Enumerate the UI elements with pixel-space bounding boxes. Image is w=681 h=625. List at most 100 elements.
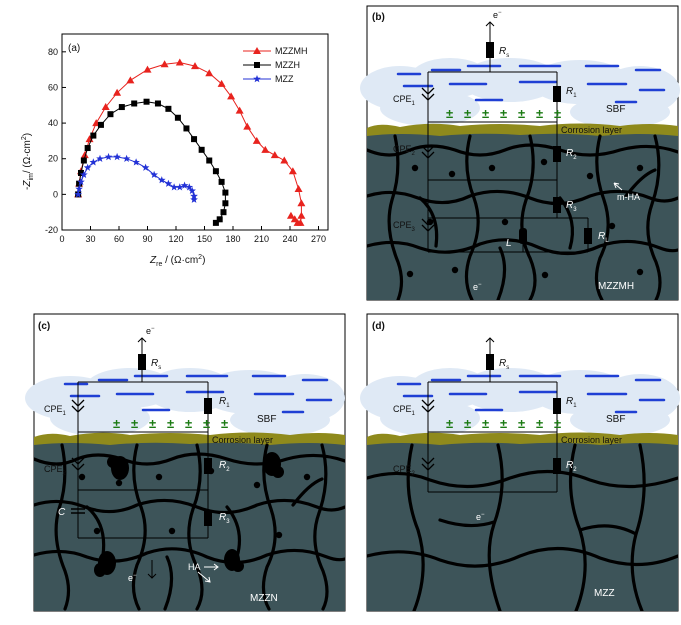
electrolyte-ions [63, 374, 333, 414]
corrosion-label: Corrosion layer [561, 435, 622, 445]
grain-dot [411, 164, 419, 172]
data-point-MZZ [170, 183, 178, 191]
sbf-label: SBF [606, 414, 625, 425]
grain-boundary [438, 518, 496, 528]
cpe2-symbol [71, 457, 85, 471]
data-point-MZZ [190, 195, 198, 203]
sbf-cloud [25, 368, 345, 436]
corrosion-label: Corrosion layer [561, 125, 622, 135]
corrosion-layer [367, 123, 678, 136]
circuit-resistors [486, 354, 561, 474]
grain-boundary [367, 143, 678, 157]
grain-dots [406, 158, 644, 279]
legend-label: MZZMH [275, 46, 308, 56]
data-point-MZZH [216, 216, 223, 223]
x-tick-label: 270 [311, 234, 326, 244]
panel-d-label: (d) [372, 321, 385, 332]
grain-dot [406, 270, 414, 278]
electrolyte-ions [396, 374, 666, 414]
grain-boundary [313, 443, 329, 611]
charge-symbol: ± [554, 416, 561, 431]
r3-label: R3 [566, 200, 577, 213]
charge-symbol: ± [464, 106, 471, 121]
schematic-panel-c: (c) [25, 313, 346, 612]
x-tick-label: 60 [114, 234, 124, 244]
y-axis-label: -Zim/ (Ω·cm2) [21, 133, 35, 190]
c-label: C [58, 507, 66, 518]
data-point-MZZ [185, 183, 194, 191]
substrate-block [367, 440, 678, 611]
grain-boundary [624, 168, 657, 198]
e-bottom-label: e− [128, 573, 137, 583]
charge-symbol: ± [500, 416, 507, 431]
grain-boundary [187, 443, 204, 611]
rs-label: Rs [151, 358, 161, 371]
grain-boundary [367, 189, 678, 206]
y-tick-label: 20 [48, 154, 58, 164]
data-point-MZZH [165, 105, 172, 112]
data-point-MZZMH [227, 92, 236, 100]
grain-boundary [34, 498, 345, 515]
data-point-MZZMH [290, 215, 299, 223]
r2-label: R2 [566, 148, 577, 161]
electron-arrow-icon [137, 337, 147, 346]
panel-c-label: (c) [38, 321, 50, 332]
data-point-MZZMH [297, 199, 306, 207]
cpe2-symbol [421, 457, 435, 471]
x-tick-label: 240 [282, 234, 297, 244]
schematic-panel-b: (b) [360, 5, 680, 301]
electron-arrow-icon [485, 21, 495, 30]
data-point-MZZMH [205, 69, 214, 77]
material-label: MZZN [250, 593, 278, 604]
charge-symbol: ± [554, 106, 561, 121]
grain-dot [168, 527, 176, 535]
r1-label: R1 [566, 396, 577, 409]
grain-dot [448, 170, 456, 178]
data-point-MZZ [188, 186, 196, 194]
r3-label: R3 [219, 512, 230, 525]
data-point-MZZH [97, 121, 104, 128]
r2-label: R2 [219, 460, 230, 473]
grain-dot [541, 271, 549, 279]
rs-label: Rs [499, 46, 509, 59]
grain-boundary [464, 134, 480, 300]
grain-boundaries [367, 443, 678, 611]
charge-symbol: ± [518, 416, 525, 431]
legend-label: MZZH [275, 60, 300, 70]
series-line-MZZH [77, 101, 226, 224]
grain-dot [636, 268, 644, 276]
grain-dot [608, 222, 616, 230]
x-tick-label: 90 [142, 234, 152, 244]
grain-dot [253, 481, 261, 489]
mha-pointer-icon [613, 182, 623, 191]
r1-label: R1 [219, 396, 230, 409]
charge-symbol: ± [536, 106, 543, 121]
data-point-MZZH [154, 100, 161, 107]
grain-boundary [578, 524, 638, 536]
grain-boundary [520, 134, 537, 300]
y-tick-label: -20 [45, 225, 58, 235]
electrolyte-ions [396, 64, 666, 104]
grain-dot [488, 164, 496, 172]
data-point-MZZMH [261, 145, 270, 153]
y-tick-label: 80 [48, 47, 58, 57]
grain-boundary [367, 238, 678, 256]
ha-label: HA [188, 562, 201, 572]
grain-boundary [225, 505, 241, 559]
data-point-MZZ [190, 192, 198, 200]
charge-row: ± ± ± ± ± ± ± [446, 106, 561, 121]
charge-row: ± ± ± ± ± ± ± [446, 416, 561, 431]
data-point-MZZH [212, 219, 219, 226]
cpe2-label: CPE2 [393, 464, 416, 477]
data-point-MZZH [107, 111, 114, 118]
x-tick-label: 30 [85, 234, 95, 244]
ha-clusters [94, 452, 284, 577]
cpe2-label: CPE2 [44, 464, 67, 477]
r2-label: R2 [566, 460, 577, 473]
grain-boundaries [34, 443, 345, 611]
data-point-MZZMH [252, 136, 261, 144]
data-point-MZZMH [101, 103, 110, 111]
y-tick-label: 60 [48, 82, 58, 92]
charge-symbol: ± [131, 416, 138, 431]
